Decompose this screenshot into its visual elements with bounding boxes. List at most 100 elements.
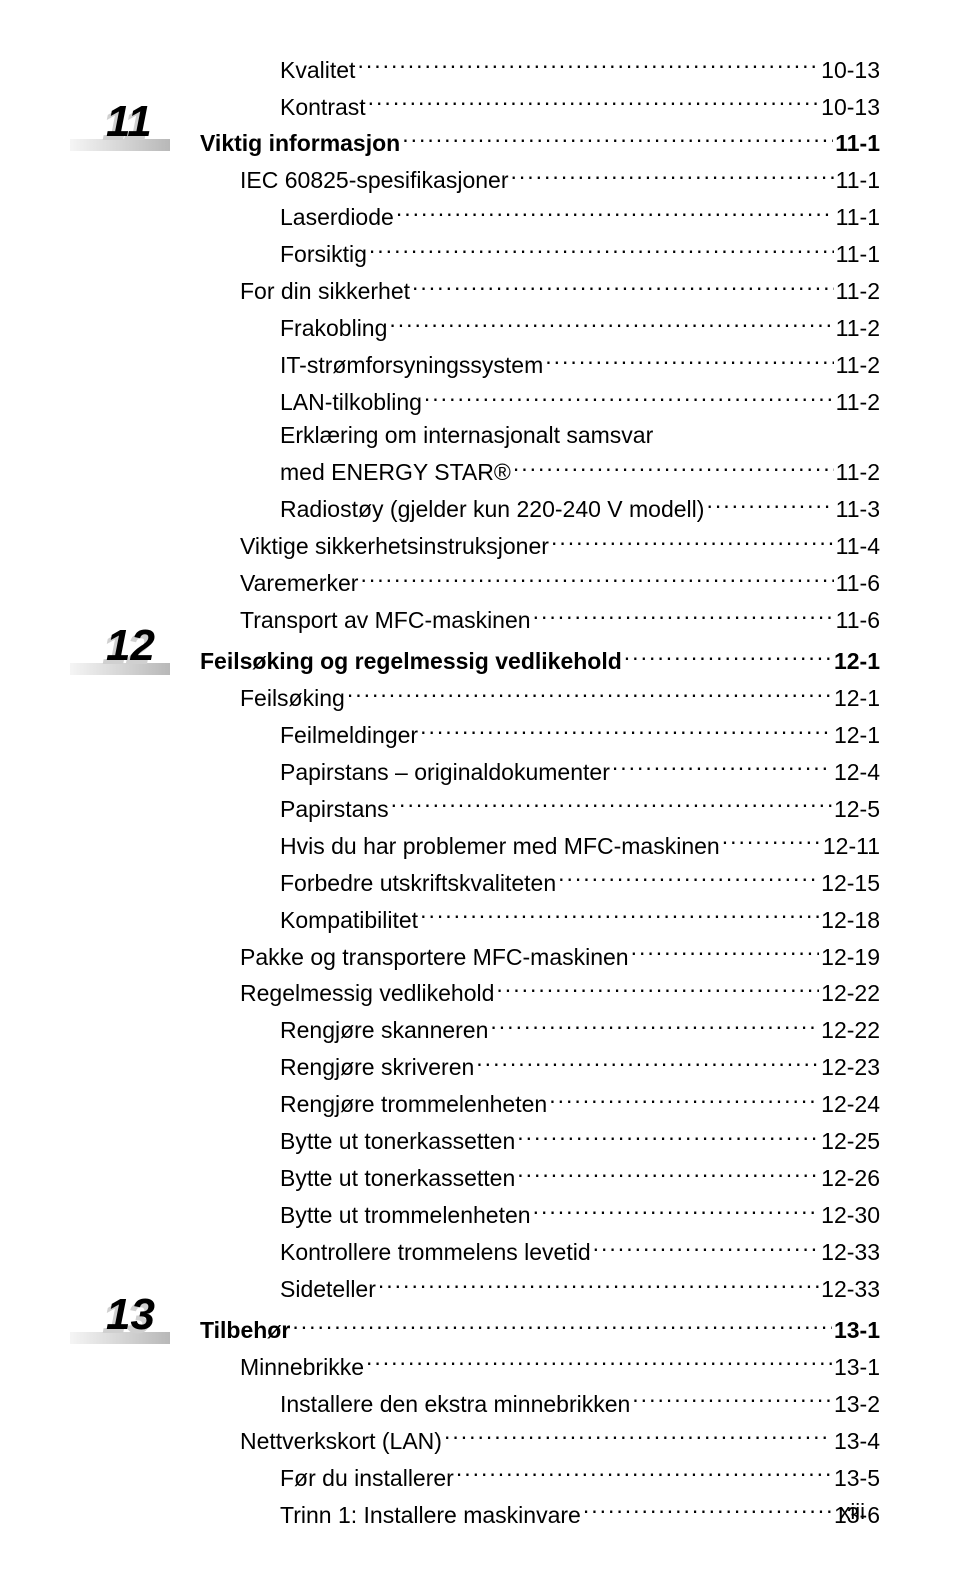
toc-leader [706,490,833,518]
toc-row: Pakke og transportere MFC-maskinen12-19 [200,937,880,974]
toc-label: Trinn 1: Installere maskinvare [280,1499,581,1532]
toc-row: med ENERGY STAR®11-2 [200,453,880,490]
toc-page: 12-33 [821,1273,880,1306]
toc-page: 12-26 [821,1162,880,1195]
toc-page: 11-1 [835,127,880,160]
toc-leader [412,272,834,300]
toc-leader [347,678,832,706]
toc-content: 1111Kvalitet10-13Kontrast10-13Viktig inf… [70,50,890,1532]
toc-label: Minnebrikke [240,1351,364,1384]
chapter-number: 11 [106,97,152,147]
chapter-block: 1212Feilsøking og regelmessig vedlikehol… [70,641,890,1306]
toc-label: Sideteller [280,1273,376,1306]
toc-row: Forsiktig11-1 [200,235,880,272]
toc-leader [496,974,819,1002]
toc-page: 10-13 [821,54,880,87]
toc-leader [402,124,833,152]
toc-page: 12-18 [821,904,880,937]
toc-list: Feilsøking og regelmessig vedlikehold12-… [200,641,880,1306]
toc-row: Trinn 1: Installere maskinvare13-6 [200,1495,880,1532]
toc-row: Transport av MFC-maskinen 11-6 [200,600,880,637]
toc-page: 12-5 [834,793,880,826]
toc-page: 12-1 [834,645,880,678]
toc-label: Bytte ut trommelenheten [280,1199,531,1232]
toc-row: Varemerker11-6 [200,564,880,601]
toc-page: 13-5 [834,1462,880,1495]
toc-leader [396,198,834,226]
toc-row: Papirstans 12-5 [200,789,880,826]
toc-label: Radiostøy (gjelder kun 220-240 V modell) [280,493,704,526]
toc-label: Hvis du har problemer med MFC-maskinen [280,830,720,863]
toc-leader [292,1310,832,1338]
toc-label: Bytte ut tonerkassetten [280,1125,515,1158]
toc-row: Minnebrikke 13-1 [200,1347,880,1384]
toc-leader [490,1011,819,1039]
toc-row: Papirstans – originaldokumenter12-4 [200,752,880,789]
toc-row: Kontrollere trommelens levetid12-33 [200,1232,880,1269]
toc-page: 11-6 [836,604,880,637]
toc-page: 12-22 [821,1014,880,1047]
toc-page: 13-1 [834,1351,880,1384]
toc-label: Varemerker [240,567,358,600]
toc-label: Rengjøre skanneren [280,1014,488,1047]
toc-page: 12-1 [834,682,880,715]
chapter-number: 13 [106,1290,155,1340]
toc-page: 13-2 [834,1388,880,1421]
toc-label: Viktige sikkerhetsinstruksjoner [240,530,549,563]
toc-leader [391,789,832,817]
toc-label: Bytte ut tonerkassetten [280,1162,515,1195]
toc-list: Tilbehør13-1Minnebrikke13-1Installere de… [200,1310,880,1532]
toc-leader [533,1195,820,1223]
toc-label: med ENERGY STAR® [280,456,511,489]
toc-page: 11-4 [836,530,880,563]
toc-page: 11-2 [836,386,880,419]
toc-row: Sideteller 12-33 [200,1269,880,1306]
toc-label: Feilsøking [240,682,345,715]
chapter-block: 1111Kvalitet10-13Kontrast10-13Viktig inf… [70,50,890,637]
toc-leader [444,1421,832,1449]
toc-page: 11-3 [836,493,880,526]
toc-label: Nettverkskort (LAN) [240,1425,442,1458]
toc-row: IEC 60825-spesifikasjoner11-1 [200,161,880,198]
toc-label: Papirstans [280,793,389,826]
toc-label: IEC 60825-spesifikasjoner [240,164,508,197]
toc-leader [369,235,834,263]
toc-leader [357,50,819,78]
page-number: xiii [839,1499,865,1525]
toc-leader [420,715,832,743]
toc-leader [389,309,833,337]
toc-page: 10-13 [821,91,880,124]
toc-row: Regelmessig vedlikehold12-22 [200,974,880,1011]
toc-label: Feilmeldinger [280,719,418,752]
toc-label: Transport av MFC-maskinen [240,604,531,637]
toc-leader [545,346,833,374]
toc-leader [549,1085,819,1113]
toc-leader [424,382,834,410]
toc-label: Forbedre utskriftskvaliteten [280,867,556,900]
toc-row: Laserdiode11-1 [200,198,880,235]
toc-page: 12-15 [821,867,880,900]
toc-row: Radiostøy (gjelder kun 220-240 V modell)… [200,490,880,527]
toc-leader [558,863,819,891]
toc-label: For din sikkerhet [240,275,410,308]
toc-row: Bytte ut tonerkassetten 12-25 [200,1122,880,1159]
toc-leader [593,1232,820,1260]
toc-row: Før du installerer13-5 [200,1458,880,1495]
toc-row: Feilsøking og regelmessig vedlikehold12-… [200,641,880,678]
toc-leader [632,1384,832,1412]
toc-label: LAN-tilkobling [280,386,422,419]
toc-row: Frakobling11-2 [200,309,880,346]
toc-leader [624,641,832,669]
toc-leader [517,1159,819,1187]
toc-label: Installere den ekstra minnebrikken [280,1388,630,1421]
toc-leader [551,527,834,555]
toc-page: 11-1 [836,201,880,234]
toc-leader [631,937,820,965]
toc-label: Papirstans – originaldokumenter [280,756,610,789]
toc-list: Kvalitet10-13Kontrast10-13Viktig informa… [200,50,880,637]
toc-leader [378,1269,819,1297]
toc-page: 12-25 [821,1125,880,1158]
toc-row: LAN-tilkobling 11-2 [200,382,880,419]
toc-row: Viktige sikkerhetsinstruksjoner 11-4 [200,527,880,564]
toc-leader [420,900,819,928]
